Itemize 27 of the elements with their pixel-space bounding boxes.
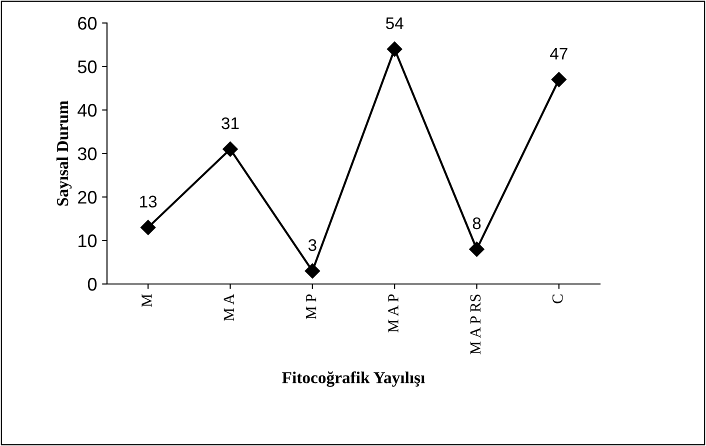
point	[551, 72, 566, 88]
x-tick-label: M A P RS	[470, 294, 481, 354]
y-tick-label: 50	[78, 60, 97, 74]
data-label: 54	[386, 18, 404, 30]
x-tick-label: C	[552, 294, 563, 304]
x-tick-label: M A	[224, 294, 234, 321]
data-label: 3	[308, 239, 316, 251]
point	[304, 263, 320, 279]
x-tick-label: M P	[306, 294, 316, 320]
data-label: 47	[550, 48, 568, 60]
point	[469, 242, 484, 257]
point	[387, 42, 402, 57]
y-tick-label: 40	[78, 104, 97, 117]
y-axis-title: Sayısal Durum	[56, 100, 72, 206]
y-tick-label: 30	[78, 147, 97, 160]
y-tick-label: 60	[78, 16, 97, 30]
x-axis-title: Fitocoğrafik Yayılışı	[282, 371, 425, 387]
x-tick-label: M A P	[388, 294, 398, 332]
data-label: 13	[140, 196, 157, 208]
point	[140, 220, 156, 236]
x-tick-label: M	[142, 294, 152, 307]
data-label: 8	[472, 217, 481, 230]
y-tick-label: 20	[78, 190, 97, 204]
point	[222, 142, 238, 157]
y-tick-label: 10	[78, 234, 97, 248]
y-tick-label: 0	[88, 278, 97, 291]
data-label: 31	[222, 117, 239, 130]
